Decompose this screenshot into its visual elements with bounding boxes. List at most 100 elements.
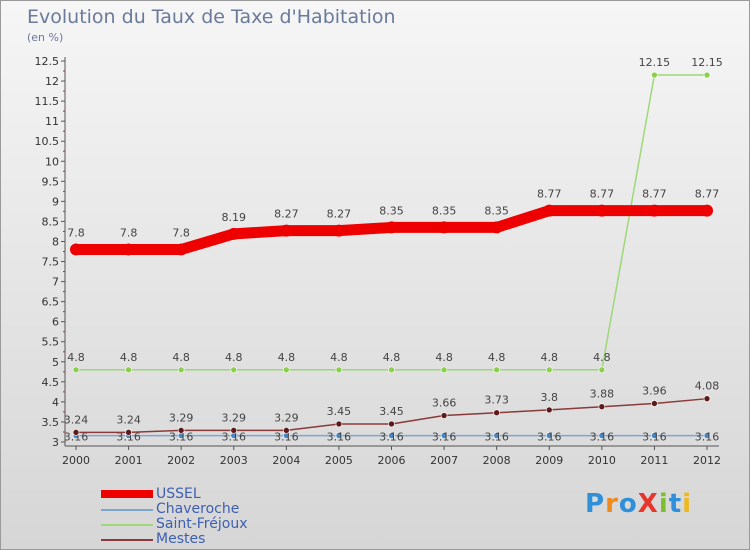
data-label-saint-frejoux: 4.8 [593, 351, 611, 364]
data-label-saint-frejoux: 4.8 [383, 351, 401, 364]
x-tick-label: 2010 [588, 454, 616, 467]
data-label-ussel: 8.27 [327, 208, 352, 221]
data-label-saint-frejoux: 12.15 [639, 56, 671, 69]
y-tick-label: 11 [45, 115, 59, 128]
data-point-chaveroche [388, 432, 395, 439]
data-point-saint-frejoux [72, 366, 80, 374]
data-point-ussel [595, 204, 608, 217]
x-tick-label: 2006 [378, 454, 406, 467]
x-tick-label: 2008 [483, 454, 511, 467]
legend-label-chaveroche: Chaveroche [156, 501, 240, 517]
data-point-mestes [283, 427, 290, 434]
y-tick-label: 10 [45, 155, 59, 168]
data-point-mestes [651, 400, 658, 407]
data-label-saint-frejoux: 4.8 [488, 351, 506, 364]
data-label-mestes: 3.29 [274, 411, 299, 424]
brand-letter: P [585, 489, 606, 519]
brand-letter: X [637, 489, 659, 519]
data-label-ussel: 8.77 [695, 188, 720, 201]
y-tick-label: 8.5 [42, 215, 60, 228]
data-label-chaveroche: 3.16 [169, 431, 194, 444]
data-label-chaveroche: 3.16 [274, 431, 299, 444]
data-label-saint-frejoux: 4.8 [225, 351, 243, 364]
data-label-chaveroche: 3.16 [116, 431, 141, 444]
x-tick-label: 2003 [220, 454, 248, 467]
data-point-chaveroche [703, 432, 711, 439]
data-point-ussel [438, 221, 451, 234]
data-point-ussel [227, 227, 240, 240]
data-label-ussel: 8.77 [642, 188, 667, 201]
x-tick-label: 2002 [167, 454, 195, 467]
data-label-mestes: 3.96 [642, 384, 667, 397]
data-point-saint-frejoux [493, 366, 500, 374]
legend-label-saint-frejoux: Saint-Fréjoux [156, 516, 248, 532]
y-tick-label: 6 [52, 316, 59, 329]
legend-label-mestes: Mestes [156, 531, 206, 547]
data-label-chaveroche: 3.16 [64, 431, 89, 444]
data-label-chaveroche: 3.16 [695, 431, 720, 444]
data-point-ussel [280, 224, 293, 237]
data-label-ussel: 7.8 [172, 226, 190, 239]
y-tick-label: 11.5 [35, 95, 60, 108]
brand-letter: i [682, 489, 693, 519]
legend-label-ussel: USSEL [156, 486, 201, 502]
data-point-mestes [545, 406, 553, 414]
chart-subtitle: (en %) [27, 31, 64, 44]
x-tick-label: 2004 [272, 454, 300, 467]
y-tick-label: 9.5 [42, 175, 60, 188]
data-point-mestes [440, 412, 448, 419]
data-point-ussel [648, 204, 661, 217]
legend-swatch-mestes [101, 539, 153, 541]
y-tick-label: 4 [52, 396, 59, 409]
data-label-ussel: 8.77 [590, 188, 615, 201]
data-point-ussel [543, 204, 556, 217]
data-point-saint-frejoux [283, 366, 290, 374]
x-tick-label: 2001 [115, 454, 143, 467]
data-point-chaveroche [440, 432, 448, 439]
data-label-ussel: 8.27 [274, 208, 299, 221]
legend-swatch-chaveroche [101, 509, 153, 511]
data-label-saint-frejoux: 4.8 [120, 351, 138, 364]
y-tick-label: 4.5 [42, 376, 60, 389]
data-label-ussel: 7.8 [120, 226, 138, 239]
data-label-mestes: 3.45 [379, 405, 404, 418]
data-point-ussel [385, 221, 398, 234]
data-point-saint-frejoux [388, 366, 395, 374]
y-tick-label: 5 [52, 356, 59, 369]
data-label-saint-frejoux: 4.8 [435, 351, 453, 364]
data-point-ussel [175, 243, 188, 256]
brand-letter: i [658, 489, 669, 519]
data-point-saint-frejoux [703, 71, 711, 79]
legend-swatch-saint-frejoux [101, 524, 153, 526]
data-label-mestes: 4.08 [695, 380, 720, 393]
x-tick-label: 2009 [535, 454, 563, 467]
x-tick-label: 2005 [325, 454, 353, 467]
data-label-ussel: 8.35 [432, 204, 457, 217]
y-tick-label: 12.5 [35, 55, 60, 68]
data-point-saint-frejoux [598, 366, 606, 374]
y-tick-label: 5.5 [42, 336, 60, 349]
data-label-saint-frejoux: 4.8 [67, 351, 85, 364]
data-label-chaveroche: 3.16 [222, 431, 247, 444]
data-label-chaveroche: 3.16 [642, 431, 667, 444]
data-label-saint-frejoux: 4.8 [278, 351, 296, 364]
data-label-mestes: 3.45 [327, 405, 352, 418]
y-tick-label: 9 [52, 195, 59, 208]
y-tick-label: 8 [52, 235, 59, 248]
data-point-ussel [701, 204, 713, 217]
data-label-saint-frejoux: 4.8 [330, 351, 348, 364]
data-point-mestes [230, 427, 238, 434]
data-point-saint-frejoux [545, 366, 553, 374]
legend-swatch-ussel [101, 490, 153, 498]
y-tick-label: 7.5 [42, 256, 60, 269]
data-point-chaveroche [335, 432, 343, 439]
data-label-mestes: 3.29 [222, 411, 247, 424]
data-label-chaveroche: 3.16 [484, 431, 509, 444]
y-tick-label: 3.5 [42, 416, 60, 429]
data-point-saint-frejoux [651, 71, 658, 79]
data-point-chaveroche [545, 432, 553, 439]
data-label-chaveroche: 3.16 [590, 431, 615, 444]
data-label-mestes: 3.73 [484, 394, 509, 407]
